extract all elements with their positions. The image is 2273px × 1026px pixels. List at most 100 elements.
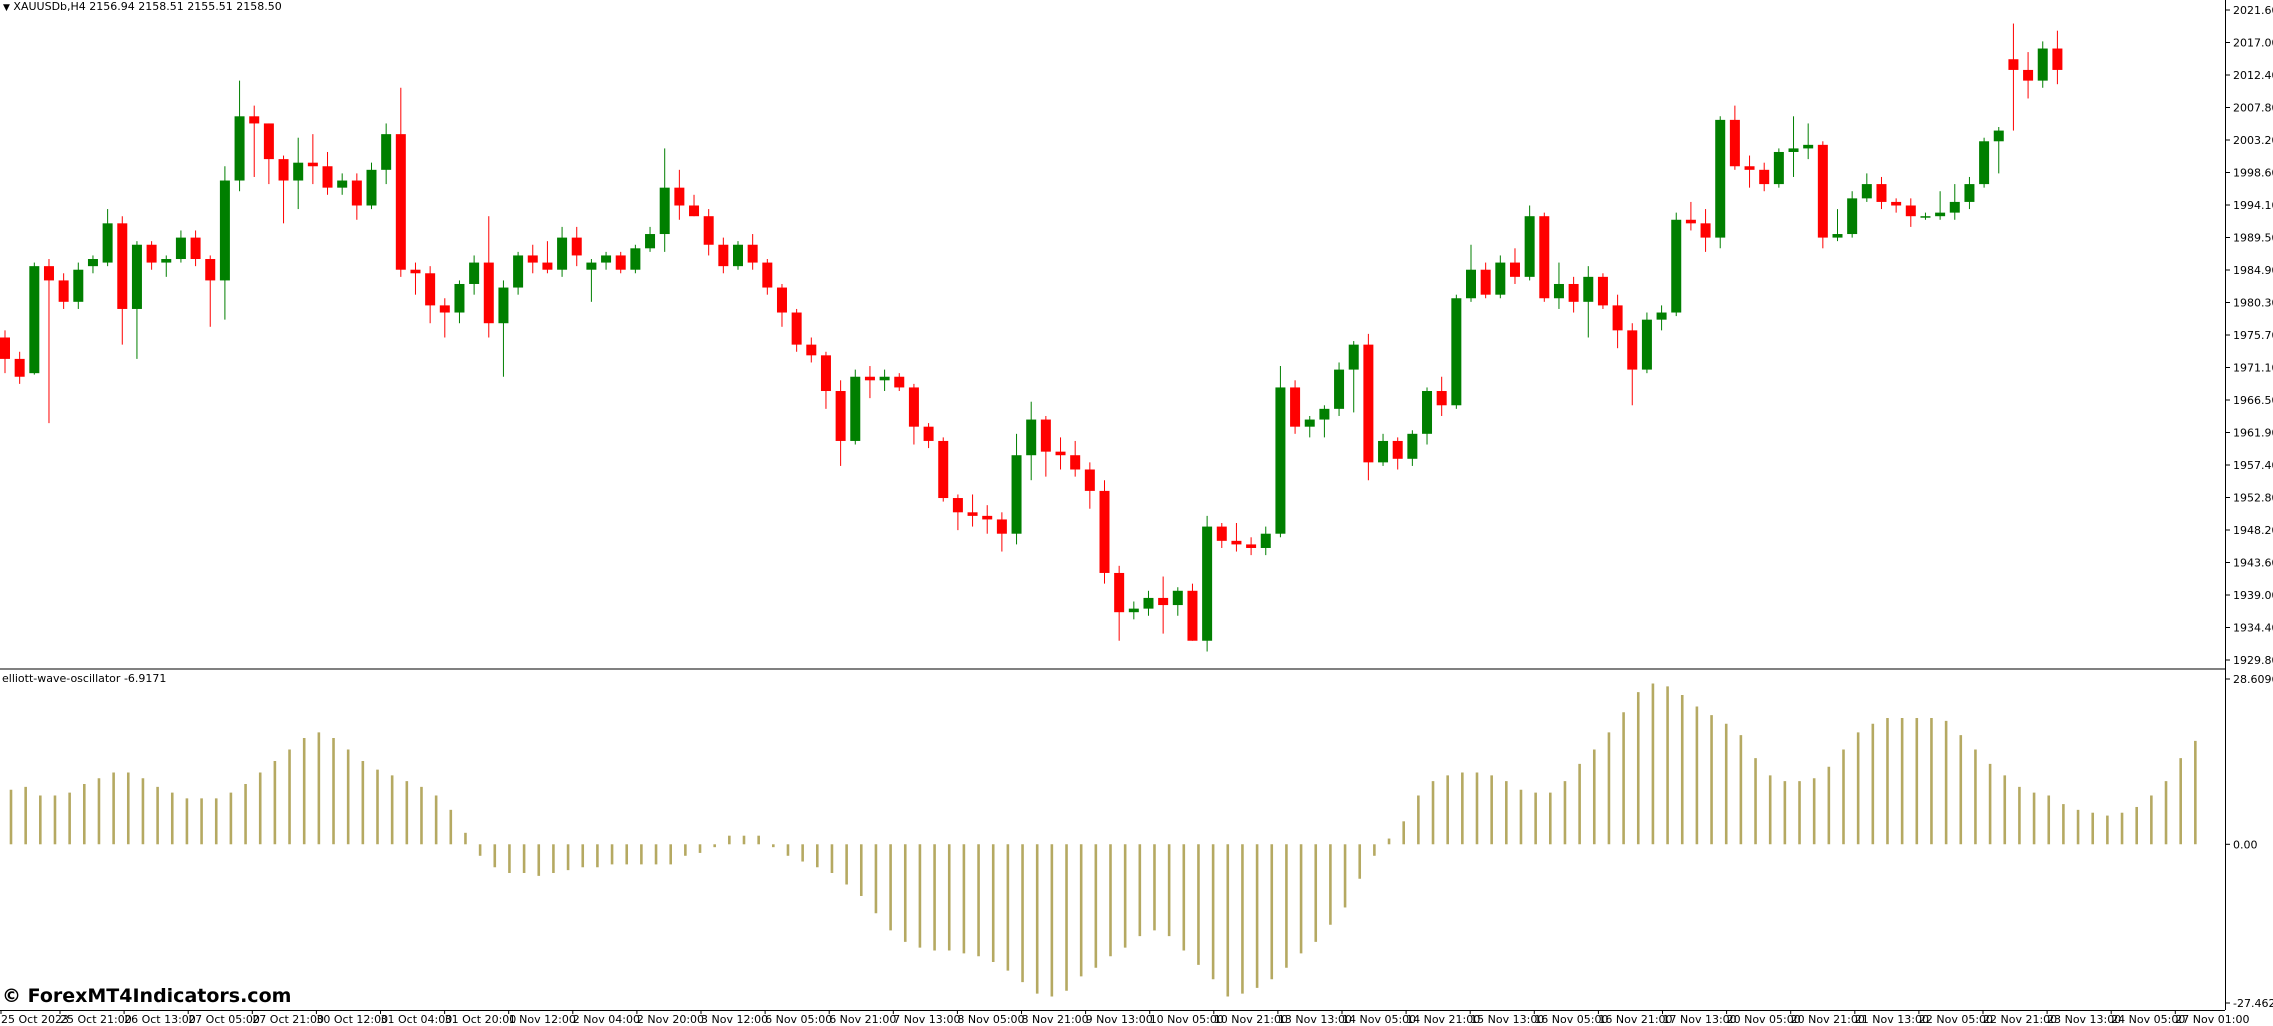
candle [982, 505, 993, 534]
time-label: 10 Nov 21:00 [1214, 1013, 1288, 1026]
candle-body [1539, 216, 1550, 299]
candle-body [1451, 298, 1462, 406]
time-label: 22 Nov 05:00 [1919, 1013, 1993, 1026]
candle [1216, 523, 1227, 548]
candle [1040, 415, 1051, 477]
candle [1070, 440, 1081, 477]
candle [674, 169, 685, 220]
candle [1993, 127, 2004, 174]
candle [381, 123, 392, 185]
candle-body [894, 376, 905, 388]
candle-body [190, 237, 201, 260]
candle-body [1759, 169, 1770, 185]
candle-body [1964, 184, 1975, 202]
candle-body [1011, 455, 1022, 534]
candle-body [659, 187, 670, 235]
price-label: 1994.10 [2233, 199, 2273, 212]
candle-body [337, 180, 348, 188]
candle-body [1612, 305, 1623, 331]
candle [864, 366, 875, 399]
candle-body [1260, 533, 1271, 548]
candle-body [571, 237, 582, 256]
candle-body [1671, 219, 1682, 313]
price-label: 1975.70 [2233, 329, 2273, 342]
time-label: 1 Nov 12:00 [509, 1013, 576, 1026]
candle [1495, 255, 1506, 299]
time-label: 31 Oct 20:00 [445, 1013, 517, 1026]
candle [776, 283, 787, 327]
time-label: 25 Oct 21:00 [60, 1013, 132, 1026]
candle-body [1993, 130, 2004, 142]
candle [586, 259, 597, 302]
candle-body [1392, 440, 1403, 459]
price-label: 1971.10 [2233, 362, 2273, 375]
candle-body [1876, 184, 1887, 202]
candle-body [425, 273, 436, 306]
candle [1685, 201, 1696, 231]
candle-body [131, 244, 142, 309]
candle [1319, 405, 1330, 438]
candle-body [1744, 166, 1755, 170]
candle [762, 259, 773, 295]
candle-body [1040, 419, 1051, 452]
dropdown-triangle-icon[interactable]: ▼ [3, 3, 10, 13]
candle [571, 226, 582, 267]
ohlc-values: 2156.94 2158.51 2155.51 2158.50 [89, 0, 282, 13]
time-label: 30 Oct 12:00 [316, 1013, 388, 1026]
candle-body [820, 355, 831, 392]
candle [1466, 244, 1476, 302]
candle-body [1055, 451, 1066, 456]
candle [1275, 366, 1286, 538]
candle-body [615, 255, 626, 270]
candle-body [1509, 262, 1520, 277]
candle-body [87, 259, 98, 267]
candle-body [1832, 234, 1843, 238]
candle [2037, 41, 2048, 88]
candle-body [1114, 572, 1125, 613]
time-label: 6 Nov 05:00 [765, 1013, 832, 1026]
candle [161, 255, 172, 277]
candle-body [1935, 212, 1946, 217]
candle-body [146, 244, 157, 263]
candle-body [263, 123, 274, 160]
candle-body [1891, 201, 1902, 206]
candle [131, 241, 142, 359]
candle [1084, 462, 1095, 509]
candle [1553, 262, 1564, 309]
candle [967, 494, 978, 527]
price-candles [0, 23, 2063, 652]
oscillator-label: 0.00 [2233, 838, 2258, 851]
candle-body [1466, 269, 1476, 299]
candle-body [1583, 276, 1594, 302]
candle-body [175, 237, 186, 260]
candle-body [1847, 198, 1858, 235]
candle-body [1070, 455, 1081, 470]
candle-body [2052, 48, 2063, 70]
candle-body [1715, 119, 1726, 238]
panel-separator[interactable] [0, 668, 2225, 670]
candle [293, 137, 304, 210]
candle [469, 255, 480, 295]
candle [219, 166, 230, 320]
candle-body [1275, 387, 1286, 534]
chart-header: ▼ XAUUSDb,H4 2156.94 2158.51 2155.51 215… [3, 0, 282, 15]
time-label: 27 Nov 01:00 [2175, 1013, 2249, 1026]
candle-body [1788, 148, 1799, 152]
candle [1246, 537, 1257, 556]
candle-body [43, 266, 54, 281]
candle-body [1700, 223, 1711, 238]
candle [1612, 294, 1623, 349]
candle [879, 369, 890, 392]
candle-body [586, 262, 597, 270]
candle [1436, 376, 1447, 416]
candle [1729, 105, 1740, 170]
candle [73, 262, 84, 309]
candle [908, 383, 919, 445]
price-label: 2012.40 [2233, 69, 2273, 82]
candle-body [1143, 597, 1154, 609]
candle [1627, 323, 1638, 406]
candle [175, 230, 186, 263]
candle-body [469, 262, 480, 284]
